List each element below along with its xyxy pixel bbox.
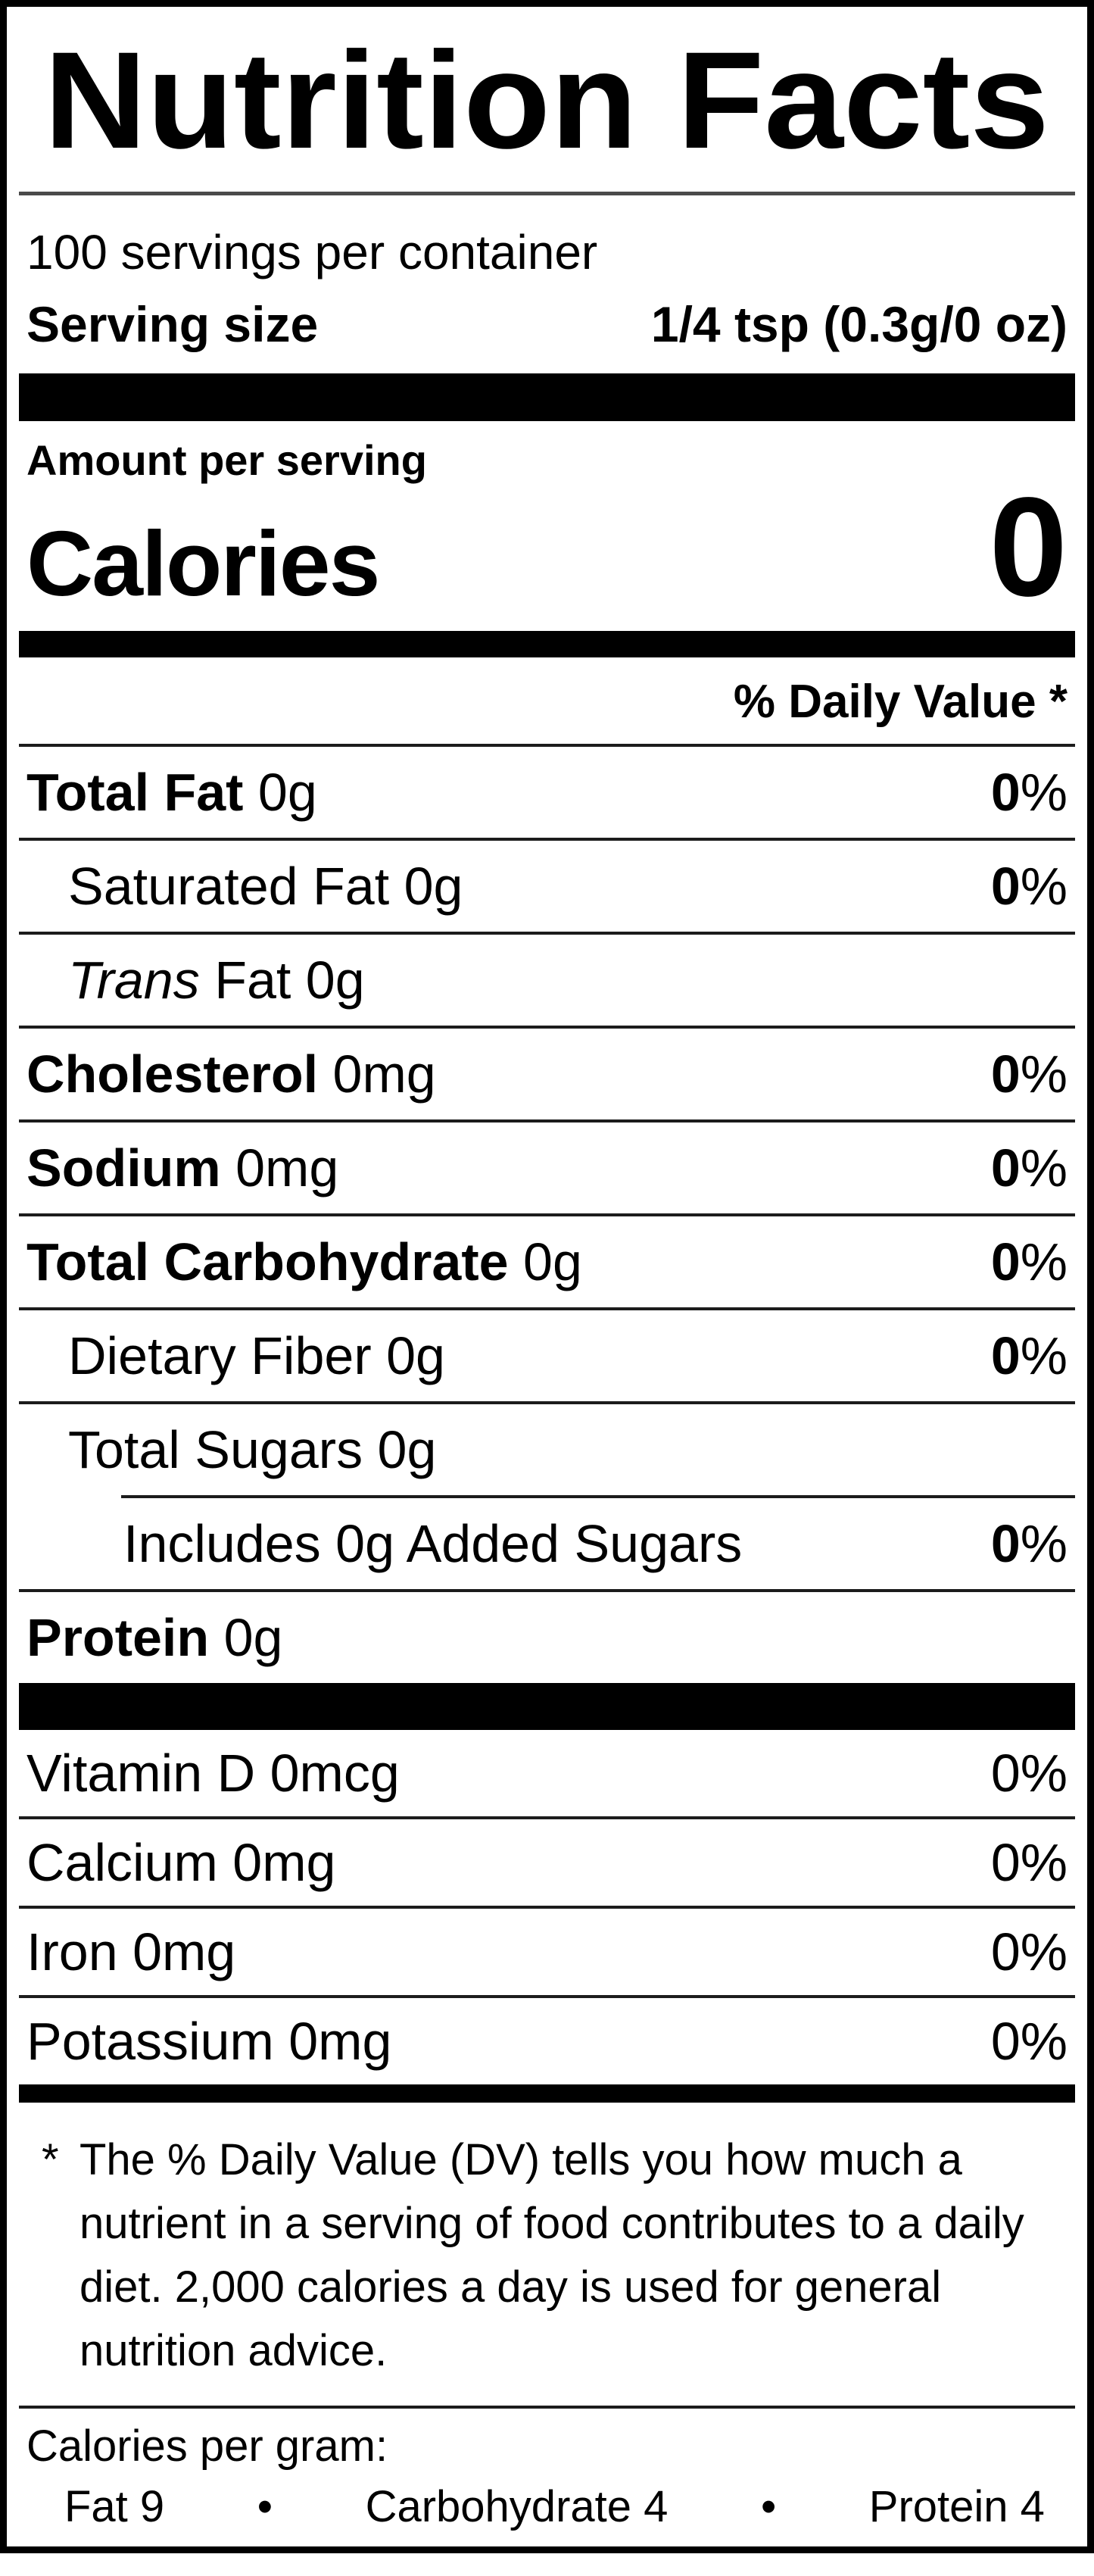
bullet-icon: • <box>760 2482 777 2532</box>
daily-value: 0% <box>990 1922 1068 1981</box>
nutrient-row-protein: Protein 0g <box>19 1592 1075 1683</box>
nutrient-name: Iron 0mg <box>26 1922 236 1981</box>
daily-value: 0% <box>990 1832 1068 1892</box>
row-divider <box>19 1400 1075 1404</box>
calories-value: 0 <box>989 469 1068 626</box>
row-divider <box>19 1905 1075 1909</box>
daily-value: 0% <box>990 1325 1068 1385</box>
row-divider <box>19 1307 1075 1310</box>
row-divider <box>19 743 1075 747</box>
row-divider <box>19 1588 1075 1592</box>
vitamin-row-vitamin-d: Vitamin D 0mcg 0% <box>19 1730 1075 1816</box>
daily-value: 0% <box>990 1044 1068 1104</box>
row-divider <box>19 1119 1075 1123</box>
row-divider <box>19 1213 1075 1216</box>
daily-value: 0% <box>990 1232 1068 1291</box>
footnote-divider <box>19 2406 1075 2409</box>
cpg-protein: Protein 4 <box>868 2482 1045 2532</box>
row-divider-indented <box>121 1494 1075 1498</box>
thick-bar-top <box>19 373 1075 421</box>
nutrient-row-dietary-fiber: Dietary Fiber 0g 0% <box>19 1310 1075 1401</box>
nutrient-row-total-fat: Total Fat 0g 0% <box>19 747 1075 838</box>
nutrient-row-saturated-fat: Saturated Fat 0g 0% <box>19 841 1075 932</box>
row-divider <box>19 1994 1075 1998</box>
serving-size-label: Serving size <box>26 296 319 353</box>
daily-value: 0% <box>990 1513 1068 1573</box>
thin-bar-footnote <box>19 2084 1075 2103</box>
calories-label: Calories <box>26 512 380 616</box>
row-divider <box>19 1816 1075 1819</box>
nutrient-row-cholesterol: Cholesterol 0mg 0% <box>19 1029 1075 1119</box>
nutrient-name: Total Sugars 0g <box>68 1419 437 1479</box>
footnote: * The % Daily Value (DV) tells you how m… <box>19 2103 1075 2383</box>
nutrient-name: Vitamin D 0mcg <box>26 1743 400 1803</box>
serving-size-value: 1/4 tsp (0.3g/0 oz) <box>650 296 1068 353</box>
nutrient-name: Trans Fat 0g <box>68 950 365 1010</box>
calories-per-gram-label: Calories per gram: <box>26 2421 388 2471</box>
servings-per-container: 100 servings per container <box>26 225 598 279</box>
title-wrap: Nutrition Facts <box>19 20 1075 177</box>
vitamin-row-potassium: Potassium 0mg 0% <box>19 1998 1075 2084</box>
nutrient-name: Protein 0g <box>26 1607 283 1667</box>
nutrient-name: Cholesterol 0mg <box>26 1044 436 1104</box>
thick-bar-protein <box>19 1682 1075 1730</box>
nutrient-row-trans-fat: Trans Fat 0g <box>19 935 1075 1026</box>
calories-row: Calories 0 <box>19 477 1075 622</box>
serving-size-row: Serving size 1/4 tsp (0.3g/0 oz) <box>19 297 1075 352</box>
nutrient-name: Dietary Fiber 0g <box>68 1325 445 1385</box>
cpg-fat: Fat 9 <box>64 2482 165 2532</box>
calories-per-gram-row: Fat 9 • Carbohydrate 4 • Protein 4 <box>19 2471 1075 2531</box>
nutrient-name: Potassium 0mg <box>26 2011 392 2071</box>
row-divider <box>19 1025 1075 1029</box>
footnote-text: The % Daily Value (DV) tells you how muc… <box>79 2134 1024 2376</box>
row-divider <box>19 837 1075 841</box>
cpg-carbohydrate: Carbohydrate 4 <box>365 2482 669 2532</box>
nutrient-row-total-carbohydrate: Total Carbohydrate 0g 0% <box>19 1216 1075 1307</box>
daily-value: 0% <box>990 2011 1068 2071</box>
nutrient-name: Calcium 0mg <box>26 1832 336 1892</box>
vitamin-row-calcium: Calcium 0mg 0% <box>19 1819 1075 1906</box>
daily-value: 0% <box>990 1743 1068 1803</box>
vitamin-row-iron: Iron 0mg 0% <box>19 1909 1075 1995</box>
daily-value-header: % Daily Value * <box>733 675 1068 728</box>
nutrition-facts-title: Nutrition Facts <box>44 23 1049 177</box>
nutrient-name: Saturated Fat 0g <box>68 856 463 916</box>
nutrient-row-total-sugars: Total Sugars 0g <box>19 1404 1075 1495</box>
medium-bar-calories <box>19 630 1075 657</box>
nutrient-name: Includes 0g Added Sugars <box>123 1513 743 1573</box>
daily-value: 0% <box>990 762 1068 822</box>
nutrient-row-sodium: Sodium 0mg 0% <box>19 1123 1075 1213</box>
daily-value: 0% <box>990 1138 1068 1197</box>
nutrient-name: Sodium 0mg <box>26 1138 339 1197</box>
nutrient-name: Total Carbohydrate 0g <box>26 1232 582 1291</box>
daily-value: 0% <box>990 856 1068 916</box>
nutrient-name: Total Fat 0g <box>26 762 317 822</box>
bullet-icon: • <box>257 2482 273 2532</box>
title-divider <box>19 192 1075 195</box>
page-title: Nutrition Facts <box>44 23 1049 172</box>
nutrient-row-added-sugars: Includes 0g Added Sugars 0% <box>19 1498 1075 1589</box>
row-divider <box>19 931 1075 935</box>
amount-per-serving-label: Amount per serving <box>26 436 427 484</box>
footnote-asterisk: * <box>42 2134 59 2184</box>
